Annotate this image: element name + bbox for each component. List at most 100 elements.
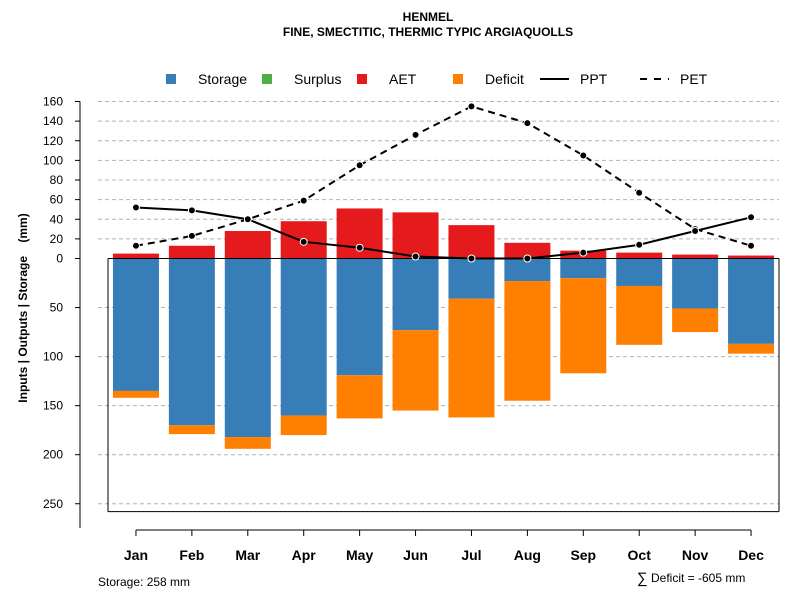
y-tick-label: 250: [43, 497, 63, 511]
storage-legend-swatch: [166, 74, 176, 84]
deficit-bar: [672, 308, 719, 333]
x-tick-label: Jan: [124, 547, 148, 563]
axes: 0 20 40 60 80 100 120 140 160 50 100 150 200 250 Jan Fe…: [43, 95, 780, 563]
pet-line: [135, 105, 752, 247]
y-tick-label: 150: [43, 399, 63, 413]
ppt-point: [243, 215, 252, 224]
deficit-bar: [616, 285, 663, 345]
storage-legend-label: Storage: [198, 71, 247, 87]
ppt-point: [131, 203, 140, 212]
y-tick-label: 140: [43, 114, 63, 128]
deficit-bar: [448, 298, 495, 418]
bars: [112, 208, 775, 449]
storage-bar: [504, 258, 551, 282]
y-tick-label: 60: [50, 193, 64, 207]
aet-bar: [728, 255, 775, 259]
storage-bar: [168, 258, 215, 426]
ppt-point: [691, 227, 700, 236]
aet-bar: [168, 245, 215, 259]
x-tick-label: Jun: [403, 547, 428, 563]
surplus-legend-swatch: [262, 74, 272, 84]
deficit-bar: [392, 330, 439, 411]
x-tick-label: Mar: [235, 547, 260, 563]
y-tick-label: 0: [56, 252, 63, 266]
pet-point: [355, 161, 364, 170]
y-tick-label: 160: [43, 95, 63, 109]
x-tick-label: Aug: [514, 547, 541, 563]
aet-legend-swatch: [357, 74, 367, 84]
storage-bar: [616, 258, 663, 286]
x-tick-label: Jul: [461, 547, 481, 563]
x-tick-label: Sep: [570, 547, 596, 563]
aet-bar: [672, 254, 719, 259]
aet-bar: [112, 253, 159, 259]
aet-legend-label: AET: [389, 71, 417, 87]
pet-point: [299, 196, 308, 205]
ppt-point: [635, 240, 644, 249]
surplus-legend-label: Surplus: [294, 71, 341, 87]
y-tick-label: 200: [43, 448, 63, 462]
storage-bar: [224, 258, 271, 438]
x-tick-label: Dec: [738, 547, 764, 563]
ppt-point: [299, 237, 308, 246]
y-tick-label: 100: [43, 350, 63, 364]
storage-bar: [112, 258, 159, 391]
x-tick-label: Feb: [179, 547, 204, 563]
deficit-bar: [112, 390, 159, 398]
deficit-bar: [280, 415, 327, 436]
x-tick-label: Apr: [292, 547, 317, 563]
storage-bar: [392, 258, 439, 331]
y-tick-label: 120: [43, 134, 63, 148]
y-tick-label: 50: [50, 301, 64, 315]
storage-bar: [280, 258, 327, 416]
pet-point: [411, 130, 420, 139]
y-tick-label: 40: [50, 212, 64, 226]
deficit-footer-label: Deficit = -605 mm: [651, 571, 745, 585]
y-tick-label: 80: [50, 173, 64, 187]
aet-bar: [224, 231, 271, 259]
aet-bar: [504, 242, 551, 259]
deficit-legend-swatch: [453, 74, 463, 84]
y-tick-label: 20: [50, 232, 64, 246]
storage-footer-label: Storage: 258 mm: [98, 575, 190, 589]
ppt-point: [411, 252, 420, 261]
chart-subtitle: FINE, SMECTITIC, THERMIC TYPIC ARGIAQUOL…: [283, 25, 573, 39]
y-axis-label: Inputs | Outputs | Storage (mm): [16, 213, 30, 402]
y-tick-label: 100: [43, 153, 63, 167]
x-tick-label: Oct: [628, 547, 652, 563]
ppt-point: [355, 243, 364, 252]
pet-point: [523, 119, 532, 128]
x-tick-label: May: [346, 547, 373, 563]
aet-bar: [616, 252, 663, 259]
pet-point: [131, 241, 140, 250]
deficit-bar: [560, 278, 607, 374]
pet-legend-label: PET: [680, 71, 708, 87]
storage-bar: [728, 258, 775, 344]
ppt-legend-label: PPT: [580, 71, 608, 87]
pet-point: [187, 231, 196, 240]
legend: Storage Surplus AET Deficit PPT PET: [166, 71, 708, 87]
ppt-point: [579, 248, 588, 257]
deficit-bar: [504, 281, 551, 401]
pet-point: [635, 188, 644, 197]
storage-bar: [448, 258, 495, 299]
chart-title: HENMEL: [403, 10, 454, 24]
storage-bar: [672, 258, 719, 309]
pet-point: [467, 102, 476, 111]
ppt-line: [135, 206, 752, 260]
aet-bar: [392, 212, 439, 259]
deficit-bar: [168, 425, 215, 435]
x-tick-label: Nov: [682, 547, 709, 563]
ppt-point: [747, 213, 756, 222]
ppt-point: [523, 254, 532, 263]
sum-symbol: ∑: [637, 570, 648, 587]
storage-bar: [336, 258, 383, 376]
pet-point: [579, 151, 588, 160]
ppt-point: [467, 254, 476, 263]
deficit-bar: [224, 437, 271, 449]
storage-bar: [560, 258, 607, 279]
deficit-bar: [336, 375, 383, 419]
deficit-bar: [728, 343, 775, 354]
pet-point: [747, 241, 756, 250]
